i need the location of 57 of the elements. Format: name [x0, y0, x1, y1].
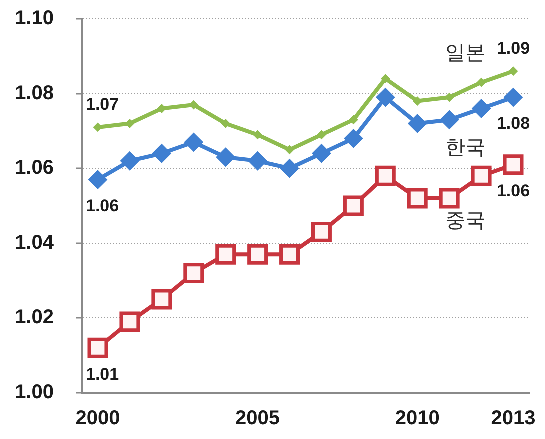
- y-tick-label: 1.04: [15, 232, 55, 254]
- y-tick-label: 1.00: [15, 382, 54, 404]
- x-tick-label: 2000: [76, 408, 120, 430]
- point: [248, 152, 268, 171]
- point: [311, 222, 332, 242]
- y-tick-label: 1.08: [15, 82, 54, 104]
- point: [509, 66, 518, 76]
- y-tick-label: 1.06: [15, 157, 54, 180]
- x-tick-label: 2010: [395, 408, 440, 430]
- point: [312, 144, 332, 164]
- point: [216, 244, 236, 265]
- point: [280, 244, 300, 265]
- point: [152, 144, 172, 164]
- point: [280, 159, 300, 178]
- data-label: 1.01: [86, 364, 120, 384]
- point: [120, 312, 140, 332]
- point: [375, 166, 396, 186]
- point: [184, 132, 204, 152]
- series-label: 한국: [446, 136, 486, 159]
- point: [93, 122, 102, 132]
- data-label: 1.07: [86, 95, 120, 114]
- data-label: 1.06: [86, 196, 120, 216]
- point: [253, 130, 262, 140]
- point: [439, 188, 460, 209]
- series-label: 일본: [446, 42, 486, 65]
- point: [408, 114, 428, 134]
- data-label: 1.08: [496, 114, 530, 134]
- point: [440, 110, 460, 130]
- point: [88, 338, 108, 358]
- point: [504, 88, 524, 108]
- point: [407, 188, 428, 209]
- point: [471, 166, 492, 186]
- x-tick-label: 2005: [236, 408, 280, 430]
- x-tick-label: 2013: [491, 408, 536, 430]
- point: [343, 196, 364, 216]
- point: [349, 115, 358, 124]
- point: [120, 152, 140, 171]
- point: [317, 130, 326, 140]
- point: [248, 244, 268, 265]
- series-label: 중국: [446, 210, 486, 232]
- data-label: 1.09: [496, 39, 530, 58]
- point: [503, 154, 524, 176]
- point: [184, 263, 204, 284]
- point: [472, 99, 492, 118]
- point: [216, 148, 236, 167]
- point: [344, 129, 364, 148]
- point: [376, 88, 396, 108]
- point: [88, 170, 108, 190]
- data-label: 1.06: [496, 182, 530, 201]
- point: [381, 74, 390, 84]
- point: [152, 289, 172, 310]
- y-tick-label: 1.02: [15, 306, 54, 329]
- y-tick-label: 1.10: [15, 8, 54, 30]
- point: [477, 78, 486, 88]
- point: [221, 119, 230, 128]
- point: [285, 145, 294, 154]
- point: [157, 104, 166, 114]
